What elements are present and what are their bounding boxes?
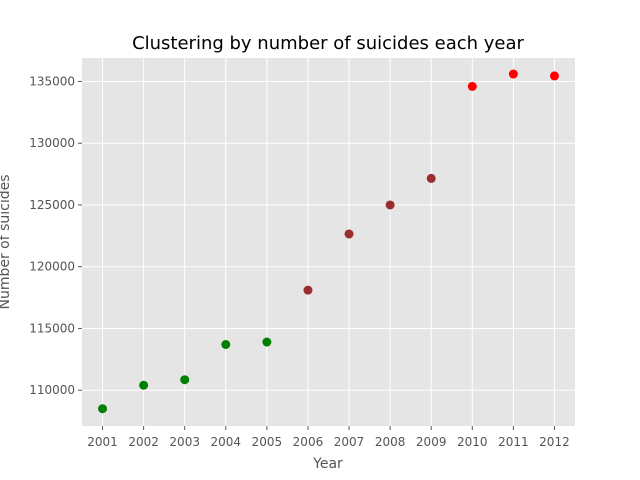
x-tick-label: 2005	[252, 435, 283, 449]
y-tick-label: 130000	[29, 136, 75, 150]
data-points	[98, 69, 559, 414]
data-point	[426, 173, 436, 183]
data-point	[98, 404, 108, 414]
y-tick-label: 115000	[29, 321, 75, 335]
x-gridlines	[102, 58, 555, 426]
data-point	[139, 380, 149, 390]
x-tick-label: 2008	[375, 435, 406, 449]
y-tick-label: 135000	[29, 74, 75, 88]
data-point	[303, 285, 313, 295]
y-gridlines	[82, 80, 575, 391]
x-tick-label: 2012	[539, 435, 570, 449]
x-tick-label: 2011	[498, 435, 529, 449]
data-point	[467, 81, 477, 91]
x-axis-label: Year	[312, 456, 343, 472]
x-axis-ticks: 2001 2002 2003 2004 2005 2006 2007 2008 2009 2010…	[87, 426, 570, 449]
x-tick-label: 2010	[457, 435, 488, 449]
y-tick-label: 110000	[29, 383, 75, 397]
x-tick-label: 2001	[87, 435, 118, 449]
x-tick-label: 2002	[128, 435, 159, 449]
data-point	[344, 229, 354, 239]
data-point	[385, 200, 395, 210]
data-point	[549, 71, 559, 81]
x-tick-label: 2006	[293, 435, 324, 449]
x-tick-label: 2007	[334, 435, 365, 449]
data-point	[508, 69, 518, 79]
y-axis-label: Number of suicides	[0, 174, 13, 309]
y-tick-label: 120000	[29, 260, 75, 274]
y-tick-label: 125000	[29, 198, 75, 212]
x-tick-label: 2004	[211, 435, 242, 449]
y-axis-ticks: 110000 115000 120000 125000 130000 135000	[29, 74, 82, 397]
x-tick-label: 2009	[416, 435, 447, 449]
x-tick-label: 2003	[169, 435, 200, 449]
chart-title: Clustering by number of suicides each ye…	[132, 33, 524, 54]
plot-area	[82, 58, 575, 426]
data-point	[221, 339, 231, 349]
data-point	[262, 337, 272, 347]
data-point	[180, 375, 190, 385]
